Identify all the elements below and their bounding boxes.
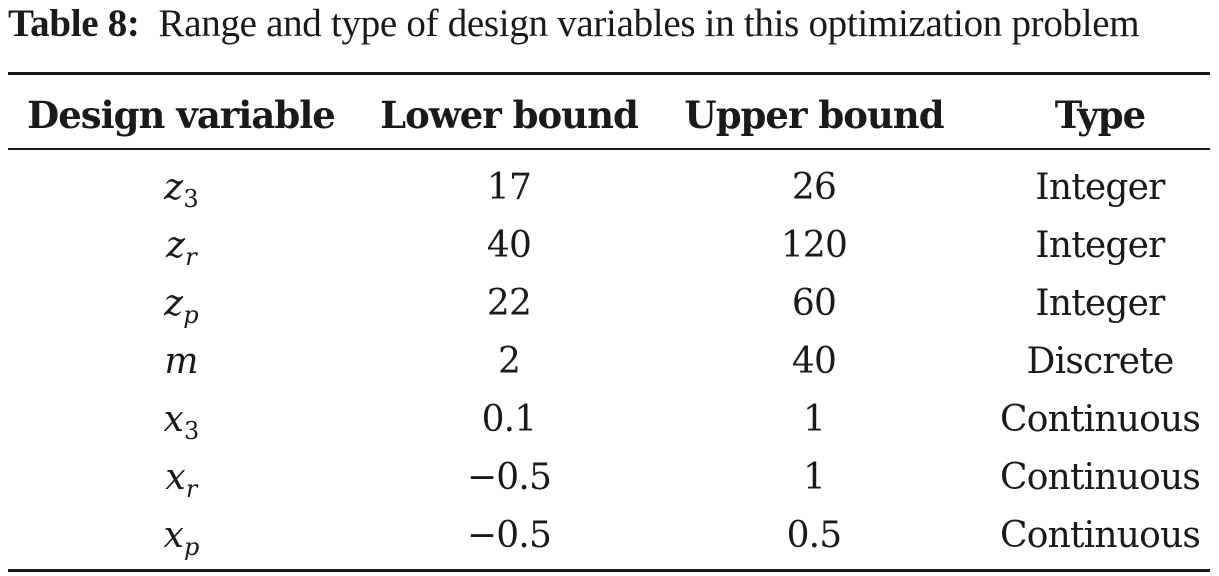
cell-upper-bound: 40 <box>791 341 837 382</box>
cell-type: Continuous <box>999 515 1201 556</box>
variable-symbol: x <box>163 515 183 556</box>
cell-lower-bound: 0.1 <box>481 399 538 440</box>
cell-lower-bound: 40 <box>486 225 532 266</box>
cell-type: Continuous <box>999 457 1201 498</box>
variable-subscript: 3 <box>184 417 199 445</box>
header-lower-bound: Lower bound <box>380 93 639 137</box>
cell-design-variable: zr <box>8 224 354 271</box>
cell-lower-bound: 22 <box>486 283 532 324</box>
cell-lower-bound: 2 <box>497 341 521 382</box>
variable-subscript: r <box>185 475 197 503</box>
variable-symbol: z <box>164 167 183 208</box>
cell-lower-bound: −0.5 <box>466 515 552 556</box>
cell-upper-bound: 1 <box>802 457 826 498</box>
variable-subscript: p <box>183 301 198 329</box>
cell-type: Integer <box>1035 225 1165 266</box>
cell-type: Integer <box>1035 283 1165 324</box>
cell-upper-bound: 0.5 <box>786 515 843 556</box>
table-header-rule <box>8 148 1210 150</box>
table-caption-text: Range and type of design variables in th… <box>158 2 1140 45</box>
cell-design-variable: xp <box>8 514 354 561</box>
cell-upper-bound: 1 <box>802 399 826 440</box>
variable-subscript: p <box>183 533 199 561</box>
variable-symbol: x <box>165 457 185 498</box>
cell-design-variable: m <box>8 340 354 384</box>
cell-lower-bound: 17 <box>486 167 532 208</box>
header-upper-bound: Upper bound <box>684 93 944 137</box>
cell-lower-bound: −0.5 <box>466 457 552 498</box>
cell-type: Integer <box>1035 167 1165 208</box>
table-caption: Table 8: Range and type of design variab… <box>8 2 1140 46</box>
header-design-variable: Design variable <box>27 93 336 137</box>
variable-symbol: x <box>163 399 184 440</box>
cell-design-variable: xr <box>8 456 354 503</box>
variable-symbol: m <box>164 341 198 382</box>
cell-upper-bound: 120 <box>780 225 848 266</box>
variable-symbol: z <box>166 225 185 266</box>
table-bottom-rule <box>8 569 1210 572</box>
table-top-rule <box>8 72 1210 75</box>
cell-design-variable: zp <box>8 282 354 329</box>
cell-upper-bound: 26 <box>791 167 837 208</box>
table-number: Table 8: <box>8 2 140 45</box>
cell-design-variable: x3 <box>8 398 354 445</box>
cell-type: Discrete <box>1026 341 1175 382</box>
variable-subscript: r <box>185 243 196 271</box>
variable-symbol: z <box>164 283 183 324</box>
cell-design-variable: z3 <box>8 166 354 213</box>
cell-upper-bound: 60 <box>791 283 837 324</box>
header-type: Type <box>1054 93 1146 137</box>
variable-subscript: 3 <box>183 185 198 213</box>
cell-type: Continuous <box>999 399 1201 440</box>
